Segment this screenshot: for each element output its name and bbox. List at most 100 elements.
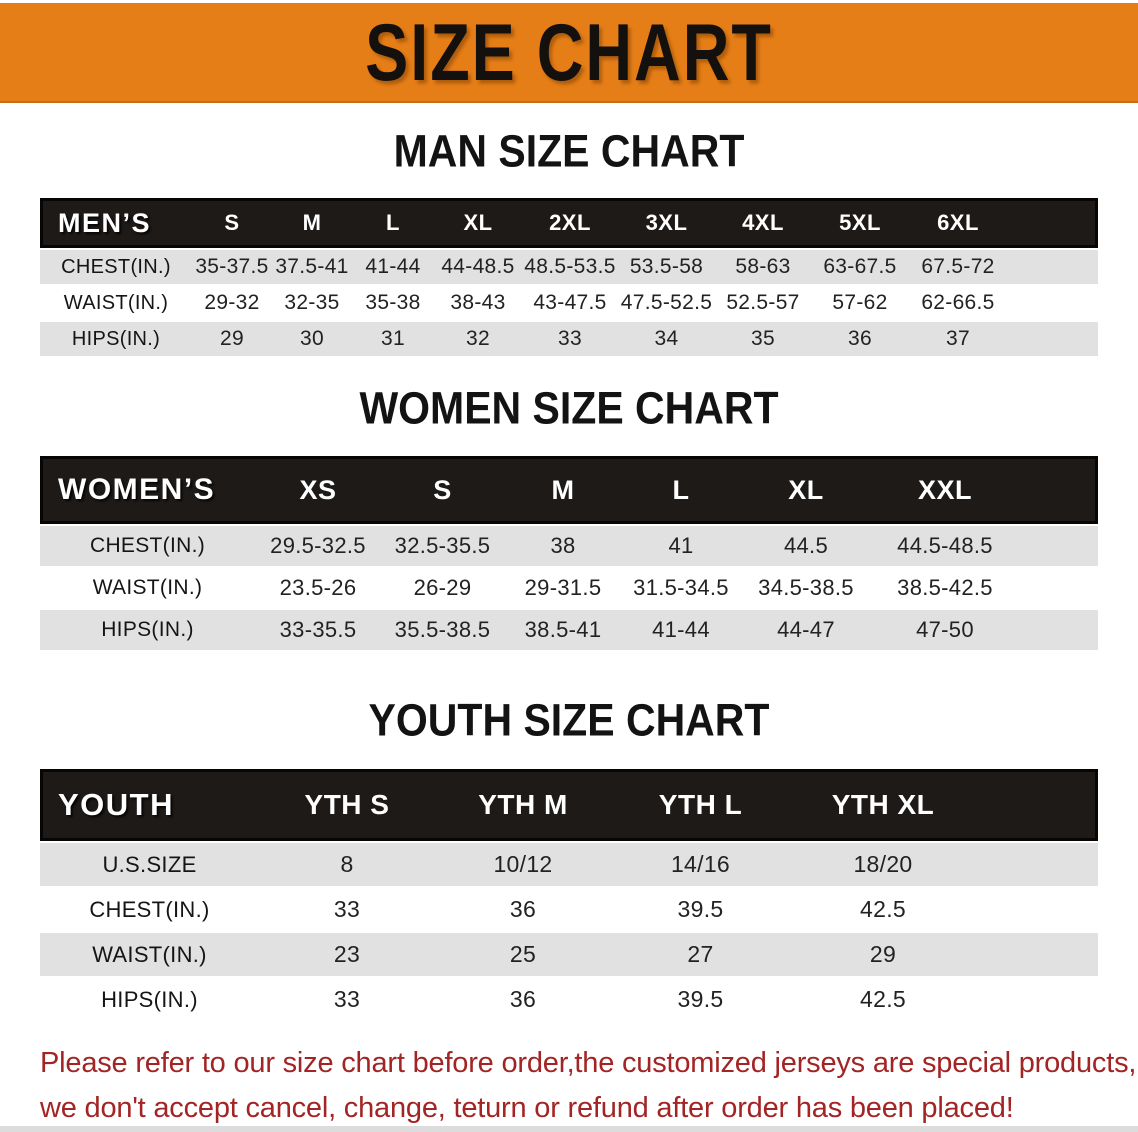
size-column-header: L [352,198,434,248]
row-label: U.S.SIZE [40,841,259,886]
size-value-cell: 47.5-52.5 [618,284,715,320]
size-value-cell: 39.5 [611,976,790,1021]
measurement-row: WAIST(IN.) 23 25 27 29 [40,931,1098,976]
size-value-cell: 34.5-38.5 [740,566,872,608]
measurement-row: CHEST(IN.) 29.5-32.5 32.5-35.5 38 41 44.5 44.5… [40,524,1098,566]
row-label: CHEST(IN.) [40,886,259,931]
measurement-row: HIPS(IN.) 29 30 31 32 33 34 35 36 37 [40,320,1098,356]
banner-title: SIZE CHART [365,6,773,98]
table-header-row: YOUTH YTH S YTH M YTH L YTH XL [40,769,1098,841]
size-value-cell: 29-32 [192,284,272,320]
row-label: HIPS(IN.) [40,320,192,356]
women-size-table: WOMEN’S XS S M L XL XXL CHEST(IN.) 29.5-32.5 32.5… [40,456,1098,650]
size-column-header: YTH XL [790,769,976,841]
size-value-cell: 38.5-41 [504,608,622,650]
size-value-cell: 62-66.5 [909,284,1007,320]
size-column-header: YTH L [611,769,790,841]
row-label: WAIST(IN.) [40,566,255,608]
spacer-cell [976,841,1098,886]
section-youth: YOUTH SIZE CHART YOUTH YTH S YTH M YTH L YTH… [0,694,1138,1021]
size-value-cell: 38 [504,524,622,566]
disclaimer-line-2: we don't accept cancel, change, teturn o… [40,1092,1014,1124]
size-column-header: L [622,456,740,524]
size-value-cell: 32 [434,320,522,356]
spacer-cell [1018,608,1098,650]
size-column-header: 3XL [618,198,715,248]
size-value-cell: 41 [622,524,740,566]
spacer-cell [976,886,1098,931]
youth-section-heading: YOUTH SIZE CHART [368,694,770,746]
disclaimer: Please refer to our size chart before or… [40,1041,1138,1131]
size-column-header: XXL [872,456,1018,524]
size-value-cell: 67.5-72 [909,248,1007,284]
table-group-label: WOMEN’S [40,456,255,524]
size-value-cell: 42.5 [790,976,976,1021]
size-column-header: XL [434,198,522,248]
spacer-cell [1018,524,1098,566]
row-label: CHEST(IN.) [40,524,255,566]
size-value-cell: 44.5-48.5 [872,524,1018,566]
size-value-cell: 31 [352,320,434,356]
size-column-header: YTH M [435,769,611,841]
size-value-cell: 33-35.5 [255,608,381,650]
size-value-cell: 30 [272,320,352,356]
size-value-cell: 39.5 [611,886,790,931]
size-column-header: 2XL [522,198,618,248]
size-value-cell: 42.5 [790,886,976,931]
size-value-cell: 44-48.5 [434,248,522,284]
size-value-cell: 36 [435,886,611,931]
size-column-header: XL [740,456,872,524]
measurement-row: HIPS(IN.) 33 36 39.5 42.5 [40,976,1098,1021]
measurement-row: U.S.SIZE 8 10/12 14/16 18/20 [40,841,1098,886]
size-value-cell: 33 [259,886,435,931]
size-value-cell: 23 [259,931,435,976]
size-value-cell: 29 [192,320,272,356]
size-value-cell: 47-50 [872,608,1018,650]
table-header-row: MEN’S S M L XL 2XL 3XL 4XL 5XL 6XL [40,198,1098,248]
size-column-header: 5XL [811,198,909,248]
row-label: HIPS(IN.) [40,976,259,1021]
measurement-row: WAIST(IN.) 29-32 32-35 35-38 38-43 43-47.5 47.… [40,284,1098,320]
spacer-cell [1018,566,1098,608]
size-value-cell: 63-67.5 [811,248,909,284]
spacer-cell [1018,456,1098,524]
size-value-cell: 31.5-34.5 [622,566,740,608]
size-column-header: S [381,456,504,524]
spacer-cell [1007,284,1098,320]
size-column-header: S [192,198,272,248]
section-women: WOMEN SIZE CHART WOMEN’S XS S M L XL XXL CHEST(… [0,382,1138,650]
measurement-row: CHEST(IN.) 35-37.5 37.5-41 41-44 44-48.5 48.5… [40,248,1098,284]
size-value-cell: 52.5-57 [715,284,811,320]
size-value-cell: 10/12 [435,841,611,886]
measurement-row: HIPS(IN.) 33-35.5 35.5-38.5 38.5-41 41-44 44-… [40,608,1098,650]
bottom-edge-strip [0,1126,1138,1132]
women-section-heading: WOMEN SIZE CHART [359,382,779,434]
spacer-cell [976,976,1098,1021]
size-value-cell: 33 [259,976,435,1021]
men-size-table: MEN’S S M L XL 2XL 3XL 4XL 5XL 6XL CHEST(IN.) 35-37… [40,198,1098,356]
size-value-cell: 29-31.5 [504,566,622,608]
size-column-header: M [272,198,352,248]
size-value-cell: 14/16 [611,841,790,886]
size-value-cell: 33 [522,320,618,356]
measurement-row: CHEST(IN.) 33 36 39.5 42.5 [40,886,1098,931]
size-value-cell: 57-62 [811,284,909,320]
size-value-cell: 43-47.5 [522,284,618,320]
size-value-cell: 32.5-35.5 [381,524,504,566]
size-value-cell: 35-38 [352,284,434,320]
size-value-cell: 37.5-41 [272,248,352,284]
spacer-cell [976,769,1098,841]
size-value-cell: 38-43 [434,284,522,320]
spacer-cell [976,931,1098,976]
size-value-cell: 27 [611,931,790,976]
size-value-cell: 37 [909,320,1007,356]
size-column-header: YTH S [259,769,435,841]
size-column-header: 4XL [715,198,811,248]
size-value-cell: 32-35 [272,284,352,320]
size-value-cell: 8 [259,841,435,886]
size-column-header: XS [255,456,381,524]
measurement-row: WAIST(IN.) 23.5-26 26-29 29-31.5 31.5-34.5 34… [40,566,1098,608]
size-value-cell: 38.5-42.5 [872,566,1018,608]
table-group-label: YOUTH [40,769,259,841]
